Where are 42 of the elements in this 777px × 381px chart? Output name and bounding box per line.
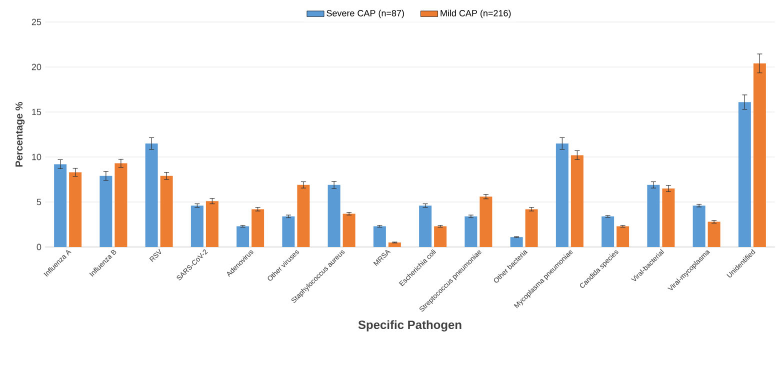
legend-label: Severe CAP (n=87) (326, 10, 404, 18)
bar (616, 226, 630, 247)
y-tick-label: 20 (32, 64, 42, 70)
bar (252, 209, 264, 247)
bar (419, 206, 432, 247)
bar (373, 226, 386, 247)
bar (328, 184, 340, 247)
bar (647, 184, 660, 247)
bar (434, 226, 447, 247)
bar (692, 206, 706, 247)
bar (54, 164, 67, 247)
y-tick-label: 5 (36, 198, 42, 206)
y-tick-label: 25 (32, 18, 42, 26)
bar (388, 242, 401, 247)
x-axis-title: Specific Pathogen (358, 320, 462, 332)
y-tick-label: 0 (36, 244, 42, 250)
y-tick-label: 15 (32, 108, 42, 116)
bar (738, 102, 751, 247)
bar (342, 214, 356, 247)
bar (160, 176, 173, 247)
bar (297, 184, 310, 247)
legend-label: Mild CAP (n=216) (440, 10, 511, 18)
bar (510, 237, 523, 247)
bar (570, 155, 584, 247)
bar (69, 172, 82, 247)
y-axis-title: Percentage % (16, 102, 25, 167)
bar (145, 144, 158, 247)
bar (190, 206, 204, 247)
bar (753, 63, 766, 247)
bar (525, 209, 538, 247)
bar (114, 163, 128, 247)
bar (464, 216, 478, 247)
bar (480, 196, 492, 247)
bar (236, 226, 250, 247)
bar (662, 188, 675, 247)
bar (282, 216, 295, 247)
y-tick-label: 10 (32, 154, 42, 160)
bar (556, 144, 568, 247)
bar (708, 222, 720, 247)
bar (602, 216, 614, 247)
bar (100, 176, 112, 247)
bar (206, 201, 218, 247)
